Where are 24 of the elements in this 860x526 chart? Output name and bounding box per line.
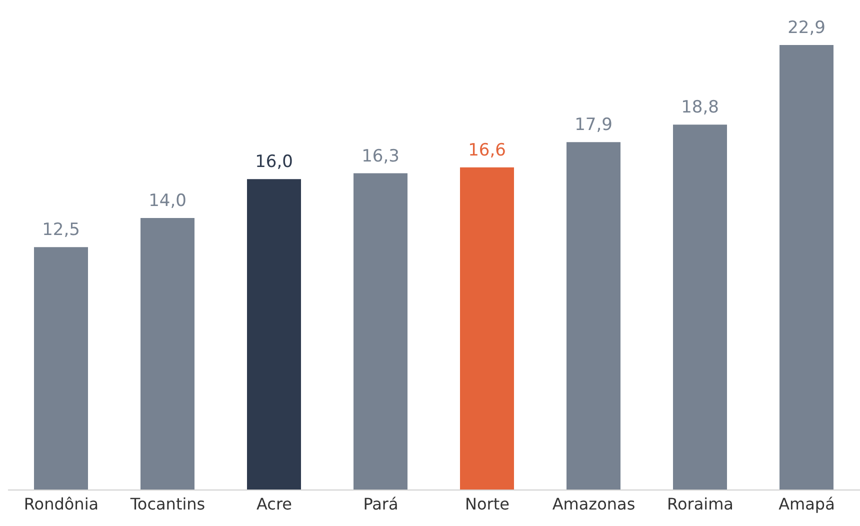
data-label: 16,3 xyxy=(362,146,400,166)
x-tick-label: Tocantins xyxy=(129,494,206,514)
data-label: 12,5 xyxy=(42,220,80,240)
bar xyxy=(140,218,194,490)
data-label: 18,8 xyxy=(681,98,719,118)
x-tick-label: Pará xyxy=(363,494,398,514)
x-tick-label: Amazonas xyxy=(552,494,636,514)
x-tick-label: Rondônia xyxy=(24,494,99,514)
data-label: 17,9 xyxy=(574,115,612,136)
bar xyxy=(780,45,834,490)
x-tick-label: Norte xyxy=(465,494,510,514)
x-tick-label: Acre xyxy=(256,494,292,514)
data-label: 22,9 xyxy=(788,18,826,38)
bar xyxy=(247,179,301,490)
x-tick-label: Amapá xyxy=(778,494,835,514)
bar xyxy=(354,173,408,490)
bar xyxy=(673,124,727,490)
data-label: 16,6 xyxy=(468,140,506,160)
data-label: 14,0 xyxy=(148,190,186,211)
bar xyxy=(460,167,514,490)
x-tick-label: Roraima xyxy=(667,494,734,514)
data-label: 16,0 xyxy=(255,152,293,172)
bar xyxy=(566,142,620,490)
bar xyxy=(34,247,88,490)
